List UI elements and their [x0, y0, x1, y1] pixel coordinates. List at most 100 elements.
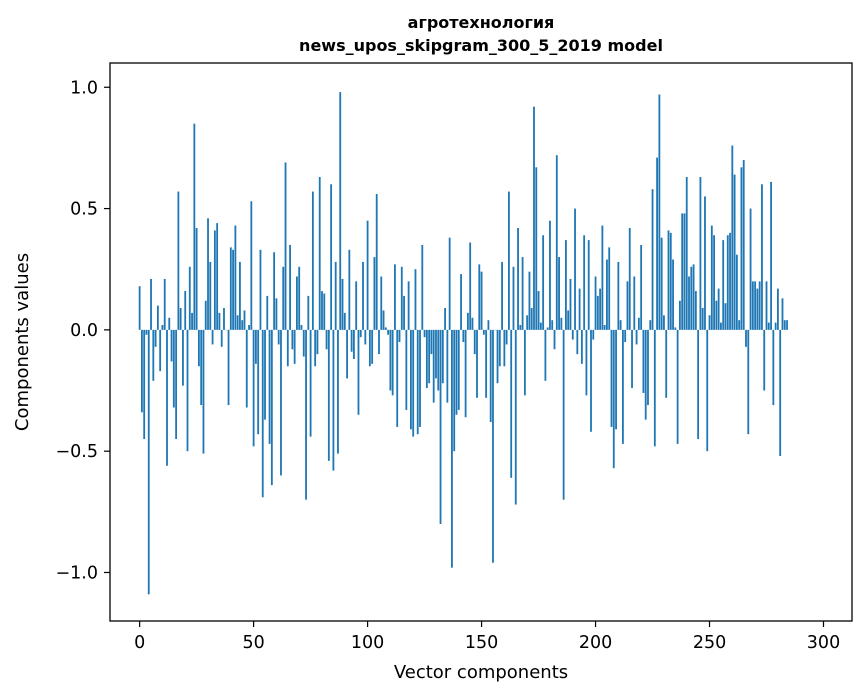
bar-251 [710, 225, 713, 330]
bar-182 [553, 329, 556, 350]
bar-23 [191, 312, 193, 330]
bar-152 [485, 329, 488, 398]
x-tick-label: 300 [807, 633, 840, 653]
bar-80 [321, 291, 323, 330]
bar-26 [197, 329, 200, 367]
bar-81 [323, 293, 326, 330]
bar-20 [184, 291, 187, 330]
bar-165 [514, 329, 517, 505]
bar-278 [772, 329, 775, 406]
bar-247 [701, 308, 704, 330]
bar-131 [437, 329, 440, 391]
bar-11 [163, 278, 166, 330]
bar-215 [628, 227, 631, 330]
bar-8 [156, 305, 159, 330]
x-tick-label: 0 [134, 633, 145, 653]
bar-266 [745, 329, 747, 347]
bar-157 [496, 329, 499, 384]
y-tick-label: 1.0 [70, 78, 98, 98]
bar-120 [412, 329, 415, 437]
bar-219 [637, 317, 640, 330]
bar-25 [195, 227, 198, 330]
bar-153 [487, 320, 490, 330]
bar-17 [177, 191, 180, 330]
bar-202 [599, 288, 602, 330]
y-tick-label: 0.0 [70, 321, 98, 341]
bar-240 [685, 177, 688, 330]
bar-9 [159, 329, 162, 372]
bar-73 [305, 329, 307, 500]
y-tick-label: −1.0 [56, 563, 99, 583]
bar-256 [722, 240, 725, 330]
bar-67 [291, 329, 294, 350]
bar-109 [387, 329, 390, 335]
bar-108 [384, 327, 387, 330]
bar-139 [455, 329, 458, 415]
bar-79 [318, 177, 321, 330]
bar-254 [717, 288, 720, 330]
bar-160 [503, 329, 506, 367]
bar-14 [170, 329, 173, 362]
bar-52 [257, 329, 260, 435]
bar-279 [774, 322, 777, 330]
bar-199 [592, 329, 595, 340]
bar-84 [330, 184, 333, 330]
bar-248 [704, 196, 706, 330]
bar-16 [175, 329, 178, 440]
bar-262 [735, 254, 738, 330]
bar-76 [311, 191, 314, 330]
bar-192 [576, 329, 579, 355]
bar-68 [293, 329, 296, 364]
bar-88 [339, 92, 342, 330]
bar-147 [473, 329, 476, 355]
bar-135 [446, 329, 449, 403]
bar-58 [270, 329, 273, 486]
bar-274 [763, 329, 766, 391]
bar-13 [168, 317, 171, 330]
bar-234 [672, 259, 674, 330]
x-axis-ticks: 0 50 100 150 200 250 300 [134, 621, 840, 653]
bar-180 [549, 220, 551, 330]
bar-3 [145, 329, 148, 335]
bar-175 [537, 291, 540, 330]
bar-173 [533, 106, 535, 330]
bar-172 [530, 308, 533, 330]
bar-212 [621, 329, 624, 444]
bar-44 [239, 261, 241, 330]
bar-213 [624, 329, 627, 342]
x-tick-label: 100 [351, 633, 384, 653]
bar-178 [544, 329, 547, 381]
bar-51 [254, 329, 257, 364]
bar-187 [565, 240, 567, 330]
bar-237 [678, 300, 681, 330]
bar-101 [368, 329, 371, 367]
bar-15 [172, 329, 175, 408]
x-tick-label: 200 [579, 633, 612, 653]
bar-222 [644, 329, 647, 420]
bar-201 [596, 295, 599, 330]
bar-205 [606, 259, 608, 330]
bar-140 [457, 329, 460, 410]
bar-31 [209, 261, 212, 330]
bar-133 [441, 329, 444, 384]
bar-6 [152, 329, 155, 381]
bar-0 [138, 286, 141, 330]
bar-104 [375, 194, 378, 330]
bar-5 [150, 278, 152, 330]
bar-27 [200, 329, 203, 406]
x-tick-label: 250 [693, 633, 726, 653]
bar-148 [476, 329, 478, 398]
bar-193 [578, 288, 581, 330]
bar-224 [649, 320, 652, 330]
bar-249 [706, 329, 709, 452]
bar-63 [282, 266, 285, 330]
bar-280 [777, 288, 779, 330]
bar-65 [286, 329, 289, 367]
bar-163 [510, 329, 513, 478]
bar-53 [259, 249, 262, 330]
bar-113 [396, 329, 399, 427]
bar-37 [223, 308, 225, 330]
bar-124 [421, 244, 424, 330]
bar-126 [425, 329, 428, 389]
y-axis-label: Components values [12, 253, 33, 431]
